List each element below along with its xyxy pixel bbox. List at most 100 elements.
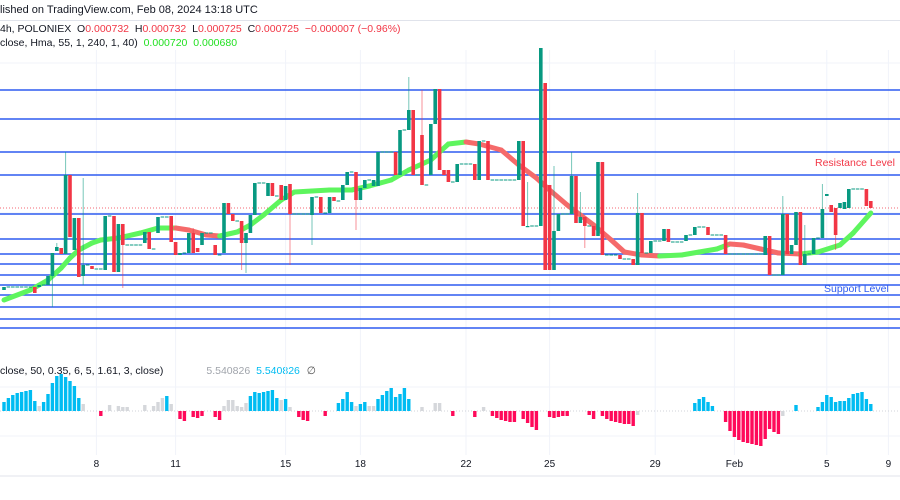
oscillator-legend[interactable]: close, 50, 0.35, 6, 5, 1.61, 3, close) 5…	[0, 365, 316, 377]
candle-up	[842, 202, 847, 209]
oscillator-bar	[697, 399, 701, 411]
oscillator-bar	[851, 394, 855, 411]
oscillator-bar	[213, 411, 217, 417]
oscillator-bar	[261, 392, 266, 411]
hma-segment	[815, 242, 843, 255]
candle-up	[50, 253, 55, 276]
hma-segment	[679, 249, 702, 258]
candle-down	[195, 248, 200, 252]
oscillator-bar	[59, 374, 63, 411]
oscillator-bar	[297, 411, 301, 417]
hma-legend[interactable]: close, Hma, 55, 1, 240, 1, 40) 0.000720 …	[0, 37, 237, 49]
candle-down	[226, 203, 231, 214]
low-label: L	[192, 23, 198, 35]
candle-down	[706, 227, 710, 235]
oscillator-bar	[398, 394, 402, 411]
hma-segment	[291, 188, 315, 195]
oscillator-bar	[600, 411, 605, 416]
candle-up	[143, 232, 147, 243]
oscillator-bar	[855, 393, 860, 411]
oscillator-bar	[521, 411, 525, 419]
oscillator-bar	[226, 400, 231, 411]
oscillator-bar	[587, 411, 591, 415]
oscillator-bar	[283, 399, 288, 411]
hma-segment	[498, 147, 522, 168]
empty-set-icon[interactable]: ∅	[306, 365, 316, 377]
oscillator-bar	[33, 401, 37, 411]
candle-down	[420, 135, 424, 185]
candle-up	[244, 233, 248, 243]
oscillator-bar	[143, 405, 147, 411]
oscillator-bar	[710, 406, 715, 411]
candle-up	[46, 276, 50, 285]
oscillator-bar	[473, 411, 477, 417]
candle-up	[178, 253, 182, 255]
candle-up	[684, 235, 688, 241]
candle-down	[473, 164, 477, 180]
candle-up	[539, 48, 543, 226]
oscillator-bar	[121, 407, 125, 411]
oscillator-bar	[512, 411, 517, 422]
high-value: 0.000732	[142, 23, 187, 35]
time-axis-label: 11	[170, 459, 181, 470]
hma-segment	[476, 141, 504, 153]
candle-up	[398, 130, 402, 175]
candle-down	[393, 152, 398, 175]
oscillator-bar	[847, 398, 851, 411]
oscillator-bar	[191, 411, 195, 417]
oscillator-bar	[341, 399, 345, 411]
candle-up	[838, 203, 842, 208]
oscillator-bar	[15, 393, 19, 411]
candle-up	[310, 197, 314, 215]
candle-down	[785, 214, 789, 254]
support-level-label: Support Level	[824, 283, 889, 295]
candle-up	[200, 233, 204, 245]
close-label: C	[247, 23, 256, 35]
candle-down	[279, 185, 283, 200]
candle-up	[578, 217, 583, 223]
oscillator-bar	[72, 386, 77, 411]
oscillator-bar	[354, 406, 358, 411]
oscillator-value-2: 5.540826	[256, 365, 300, 377]
oscillator-bar	[732, 411, 737, 437]
oscillator-bar	[235, 406, 239, 411]
oscillator-bar	[869, 404, 873, 411]
candle-up	[156, 217, 160, 233]
candle-up	[556, 214, 561, 231]
oscillator-bar	[508, 411, 512, 422]
symbol-legend: 4h, POLONIEX O0.000732 H0.000732 L0.0007…	[0, 23, 401, 35]
candle-up	[525, 226, 530, 228]
candle-down	[437, 89, 442, 170]
oscillator-bar	[759, 411, 763, 446]
candle-down	[640, 213, 644, 253]
candle-down	[442, 170, 446, 175]
oscillator-bar	[481, 407, 486, 411]
candle-down	[869, 201, 873, 208]
candle-up	[433, 89, 437, 124]
candle-up	[345, 172, 349, 185]
oscillator-bar	[37, 406, 41, 411]
time-axis-label: 15	[280, 459, 292, 470]
oscillator-bar	[833, 402, 838, 411]
oscillator-bar	[530, 411, 534, 427]
candle-down	[864, 189, 869, 206]
hma-segment	[445, 139, 469, 147]
oscillator-bar	[248, 396, 253, 411]
candle-down	[191, 233, 195, 253]
hma-segment	[1, 287, 33, 303]
candle-down	[112, 216, 116, 272]
oscillator-bar	[50, 383, 55, 411]
oscillator-bar	[385, 391, 389, 411]
oscillator-bar	[266, 391, 270, 411]
oscillator-bar	[182, 411, 187, 421]
candle-up	[781, 214, 785, 275]
oscillator-bar	[231, 400, 235, 411]
candle-up	[649, 241, 653, 253]
candle-down	[147, 232, 151, 249]
time-axis-label: 8	[94, 459, 100, 470]
oscillator-bar	[433, 403, 437, 411]
hma-segment	[577, 212, 597, 228]
candle-down	[270, 183, 275, 196]
oscillator-bar	[794, 405, 798, 411]
